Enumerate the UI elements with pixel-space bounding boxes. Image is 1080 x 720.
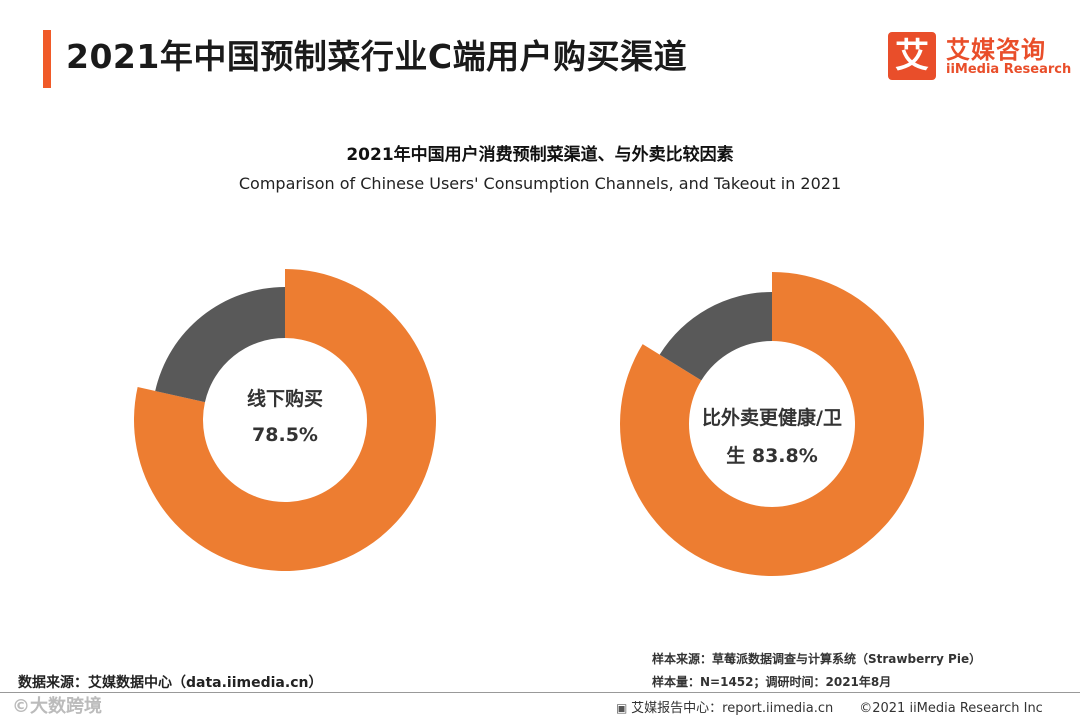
donut-label-1-1: 线下购买 — [247, 387, 323, 410]
brand-logo: 艾 艾媒咨询 iiMedia Research — [888, 32, 1072, 82]
title-accent-bar — [43, 30, 51, 88]
copyright: ©2021 iiMedia Research Inc — [859, 701, 1043, 716]
donut-chart-1: 线下购买 78.5% — [134, 269, 437, 571]
chart-title-en: Comparison of Chinese Users' Consumption… — [238, 174, 842, 193]
chart-title-cn: 2021年中国用户消费预制菜渠道、与外卖比较因素 — [346, 145, 734, 165]
donut-slice-1-2 — [155, 287, 285, 403]
sample-source: 样本来源：草莓派数据调查与计算系统（Strawberry Pie） — [652, 652, 982, 666]
footer-bar: ▣ 艾媒报告中心：report.iimedia.cn ©2021 iiMedia … — [616, 697, 1043, 716]
sample-size: 样本量：N=1452；调研时间：2021年8月 — [652, 675, 892, 689]
donut-slice-1-1 — [134, 269, 437, 571]
donut-slice-2-2 — [659, 292, 772, 381]
donut-label-2-1: 比外卖更健康/卫 — [702, 406, 842, 429]
footer-divider — [0, 692, 1080, 693]
report-center: 艾媒报告中心：report.iimedia.cn — [631, 701, 834, 716]
data-source: 数据来源：艾媒数据中心（data.iimedia.cn） — [18, 675, 323, 691]
watermark: ©大数跨境 — [12, 696, 102, 717]
donut-label-2-2: 生 83.8% — [726, 444, 818, 467]
donut-chart-2: 比外卖更健康/卫生 83.8% — [619, 272, 925, 576]
donut-slice-2-1 — [619, 272, 925, 576]
logo-name-cn: 艾媒咨询 — [946, 36, 1046, 64]
page-title: 2021年中国预制菜行业C端用户购买渠道 — [66, 37, 688, 76]
donut-label-1-2: 78.5% — [252, 424, 318, 446]
logo-mark-icon: 艾 — [888, 32, 936, 80]
logo-name-en: iiMedia Research — [946, 62, 1072, 77]
report-center-icon: ▣ — [616, 701, 632, 715]
